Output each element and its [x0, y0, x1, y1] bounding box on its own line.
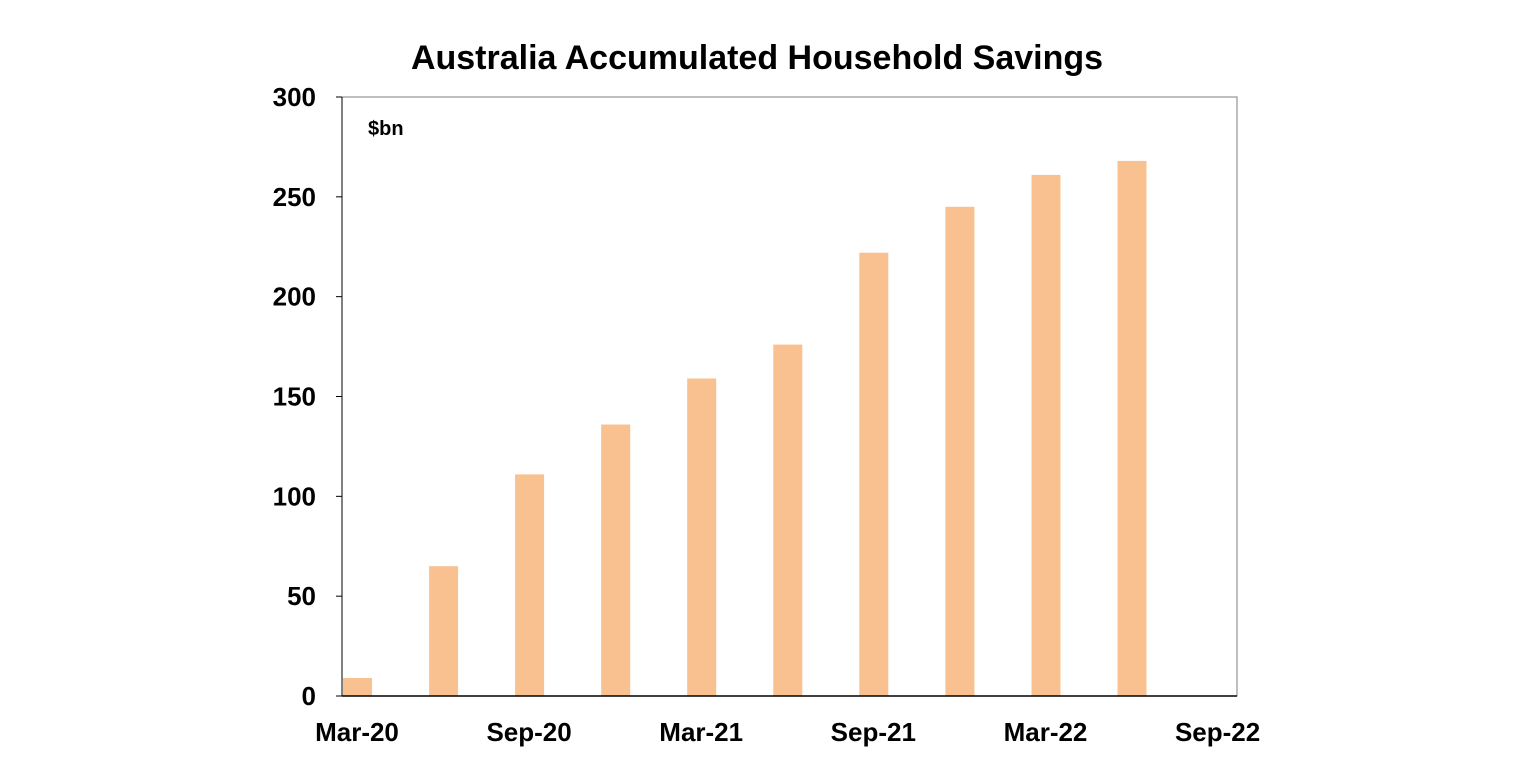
x-axis: Mar-20 Sep-20 Mar-21 Sep-21 Mar-22 Sep-22 — [315, 695, 1260, 747]
y-tick-label: 100 — [273, 481, 316, 511]
bar-sep-20 — [515, 474, 545, 696]
bars-group — [343, 160, 1147, 697]
unit-label: $bn — [368, 118, 404, 140]
x-tick-label: Sep-21 — [831, 717, 916, 747]
chart-title: Australia Accumulated Household Savings — [411, 39, 1103, 77]
bar-jun-21 — [773, 344, 803, 696]
bar-jun-20 — [429, 566, 459, 696]
x-tick-label: Mar-22 — [1004, 717, 1088, 747]
y-axis: 0 50 100 150 200 250 300 — [273, 82, 343, 711]
y-tick-label: 200 — [273, 282, 316, 312]
bar-jun-22 — [1117, 160, 1147, 696]
y-tick-label: 300 — [273, 82, 316, 112]
y-tick-label: 50 — [287, 581, 316, 611]
bar-mar-21 — [687, 378, 717, 696]
y-tick-label: 250 — [273, 182, 316, 212]
y-tick-label: 150 — [273, 382, 316, 412]
bar-dec-21 — [945, 206, 975, 697]
bar-mar-20 — [343, 678, 372, 696]
bar-dec-20 — [601, 424, 631, 696]
y-tick-label: 0 — [302, 681, 316, 711]
bar-mar-22 — [1031, 174, 1061, 696]
x-tick-label: Sep-22 — [1175, 717, 1260, 747]
x-tick-label: Sep-20 — [486, 717, 571, 747]
x-tick-label: Mar-20 — [315, 717, 399, 747]
x-tick-label: Mar-21 — [659, 717, 743, 747]
bar-sep-21 — [859, 252, 889, 696]
